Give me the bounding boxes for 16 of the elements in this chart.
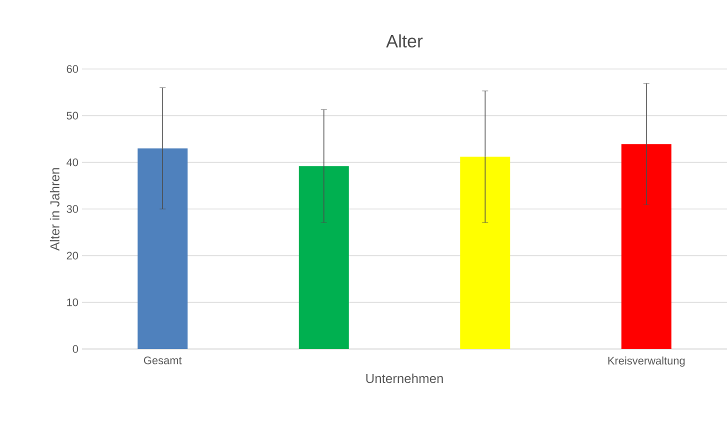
- chart-title: Alter: [386, 34, 423, 48]
- x-tick-label: Gesamt: [144, 356, 182, 364]
- x-tick-label: Kreisverwaltung: [608, 356, 685, 367]
- y-axis-title: Alter in Jahren: [50, 168, 60, 251]
- bar: [138, 148, 188, 349]
- x-axis-title: Unternehmen: [366, 374, 443, 384]
- bar: [621, 144, 672, 349]
- bar: [460, 156, 510, 349]
- y-tick-label: 20: [66, 252, 78, 260]
- y-tick-label: 50: [66, 112, 78, 120]
- y-tick-label: 40: [66, 158, 78, 166]
- y-tick-label: 0: [72, 345, 78, 353]
- y-tick-label: 30: [66, 205, 78, 213]
- y-tick-label: 10: [67, 298, 78, 306]
- y-tick-label: 60: [66, 65, 78, 73]
- bar: [298, 166, 349, 349]
